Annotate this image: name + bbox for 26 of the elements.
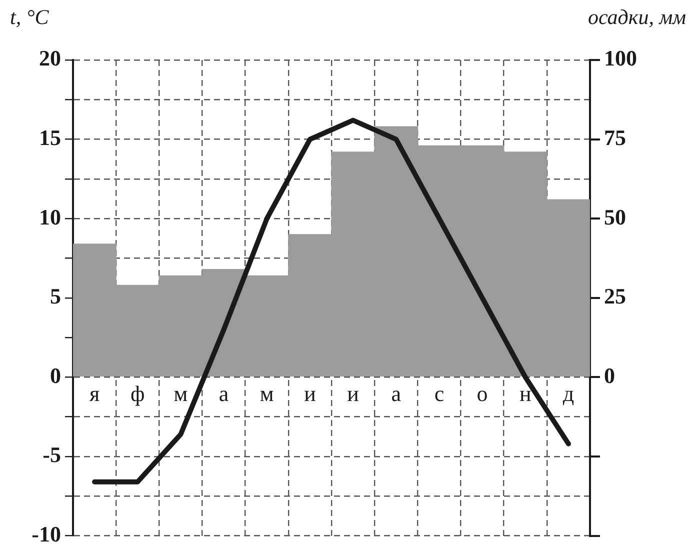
y2-tick-label: 25 bbox=[604, 284, 626, 309]
x-tick-label: и bbox=[304, 380, 316, 406]
y2-tick-label: 100 bbox=[604, 46, 637, 71]
x-tick-label: я bbox=[89, 380, 100, 406]
y-tick-label: 5 bbox=[50, 284, 61, 309]
y2-tick-label: 50 bbox=[604, 204, 626, 230]
y2-tick-label: 75 bbox=[604, 124, 626, 150]
x-tick-label: с bbox=[434, 380, 444, 406]
x-tick-label: н bbox=[519, 380, 532, 406]
y-tick-label: 10 bbox=[39, 204, 61, 230]
x-tick-label: и bbox=[347, 380, 360, 406]
x-tick-label: м bbox=[174, 380, 188, 406]
y2-tick-label: 0 bbox=[604, 362, 615, 388]
y-tick-label: 20 bbox=[39, 46, 61, 71]
y-axis-title: t, °C bbox=[10, 5, 50, 29]
x-tick-label: а bbox=[391, 380, 402, 406]
x-tick-label: м bbox=[260, 380, 274, 406]
x-tick-label: ф bbox=[130, 380, 145, 406]
x-tick-label: д bbox=[562, 380, 574, 406]
y-tick-label: 0 bbox=[50, 362, 61, 388]
x-tick-label: о bbox=[476, 380, 488, 406]
y-tick-label: -10 bbox=[32, 521, 61, 546]
y2-axis-title: осадки, мм bbox=[588, 5, 686, 29]
x-tick-label: а bbox=[218, 380, 229, 406]
y-tick-label: 15 bbox=[39, 124, 61, 150]
y-tick-label: -5 bbox=[42, 442, 61, 468]
